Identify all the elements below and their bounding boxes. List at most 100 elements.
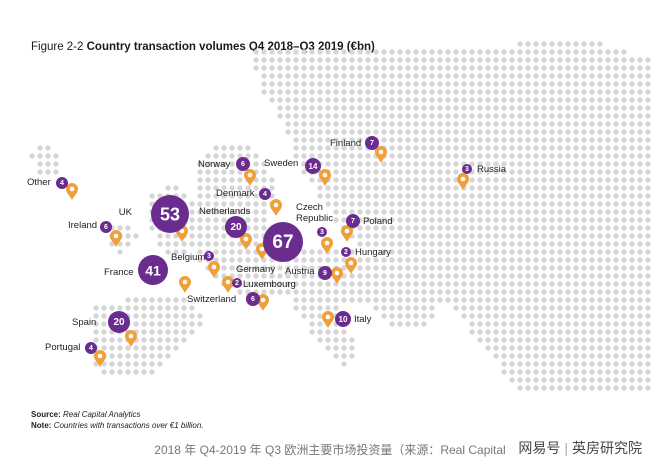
- map-dot: [389, 289, 395, 295]
- map-dot: [509, 273, 515, 279]
- map-dot: [621, 305, 627, 311]
- value-label: 6: [251, 296, 255, 303]
- map-dot: [349, 201, 355, 207]
- map-dot: [565, 305, 571, 311]
- map-dot: [37, 153, 43, 159]
- map-dot: [389, 169, 395, 175]
- map-dot: [285, 97, 291, 103]
- map-dot: [461, 113, 467, 119]
- map-dot: [621, 233, 627, 239]
- map-dot: [533, 369, 539, 375]
- country-marker: France 41: [104, 255, 191, 293]
- map-dot: [317, 137, 323, 143]
- map-dot: [405, 281, 411, 287]
- map-dot: [573, 193, 579, 199]
- map-dot: [461, 265, 467, 271]
- map-dot: [485, 289, 491, 295]
- map-dot: [173, 329, 179, 335]
- map-dot: [317, 289, 323, 295]
- map-dot: [461, 89, 467, 95]
- map-dot: [213, 225, 219, 231]
- map-dot: [405, 185, 411, 191]
- map-dot: [333, 297, 339, 303]
- map-dot: [485, 313, 491, 319]
- map-dot: [325, 57, 331, 63]
- map-dot: [445, 177, 451, 183]
- map-dot: [309, 281, 315, 287]
- map-dot: [405, 305, 411, 311]
- map-dot: [333, 169, 339, 175]
- map-dot: [341, 57, 347, 63]
- map-dot: [333, 145, 339, 151]
- map-dot: [573, 305, 579, 311]
- map-dot: [589, 153, 595, 159]
- map-dot: [477, 289, 483, 295]
- map-dot: [437, 225, 443, 231]
- map-dot: [557, 217, 563, 223]
- map-dot: [245, 145, 251, 151]
- map-dot: [429, 81, 435, 87]
- map-dot: [213, 153, 219, 159]
- map-dot: [589, 209, 595, 215]
- map-dot: [197, 177, 203, 183]
- map-dot: [229, 161, 235, 167]
- map-dot: [605, 297, 611, 303]
- map-dot: [557, 385, 563, 391]
- map-dot: [629, 57, 635, 63]
- map-dot: [597, 97, 603, 103]
- map-dot: [389, 113, 395, 119]
- map-dot: [293, 257, 299, 263]
- map-dot: [493, 353, 499, 359]
- map-dot: [557, 281, 563, 287]
- map-dot: [557, 313, 563, 319]
- map-dot: [621, 273, 627, 279]
- map-dot: [429, 153, 435, 159]
- map-dot: [349, 153, 355, 159]
- map-dot: [477, 121, 483, 127]
- map-pin-icon: [125, 330, 137, 347]
- map-dot: [493, 321, 499, 327]
- map-dot: [541, 257, 547, 263]
- map-dot: [269, 57, 275, 63]
- map-dot: [621, 185, 627, 191]
- map-dot: [501, 265, 507, 271]
- map-dot: [541, 385, 547, 391]
- map-dot: [573, 241, 579, 247]
- map-dot: [533, 305, 539, 311]
- map-dot: [309, 81, 315, 87]
- map-dot: [381, 57, 387, 63]
- map-dot: [525, 137, 531, 143]
- map-dot: [509, 177, 515, 183]
- map-dot: [517, 225, 523, 231]
- map-dot: [349, 177, 355, 183]
- map-dot: [533, 217, 539, 223]
- map-dot: [501, 369, 507, 375]
- map-dot: [389, 49, 395, 55]
- country-label: Denmark: [216, 188, 255, 199]
- map-dot: [101, 313, 107, 319]
- country-label: Luxembourg: [243, 279, 296, 290]
- map-dot: [637, 209, 643, 215]
- map-dot: [549, 201, 555, 207]
- map-dot: [637, 321, 643, 327]
- map-dot: [381, 201, 387, 207]
- map-dot: [349, 137, 355, 143]
- map-dot: [605, 73, 611, 79]
- map-dot: [453, 193, 459, 199]
- map-dot: [509, 217, 515, 223]
- map-dot: [109, 345, 115, 351]
- map-dot: [517, 353, 523, 359]
- map-dot: [485, 345, 491, 351]
- map-dot: [197, 257, 203, 263]
- map-dot: [149, 321, 155, 327]
- map-dot: [413, 321, 419, 327]
- map-dot: [165, 345, 171, 351]
- map-dot: [645, 153, 651, 159]
- map-dot: [637, 289, 643, 295]
- map-dot: [501, 113, 507, 119]
- map-dot: [525, 113, 531, 119]
- map-dot: [597, 265, 603, 271]
- map-dot: [509, 305, 515, 311]
- map-dot: [317, 313, 323, 319]
